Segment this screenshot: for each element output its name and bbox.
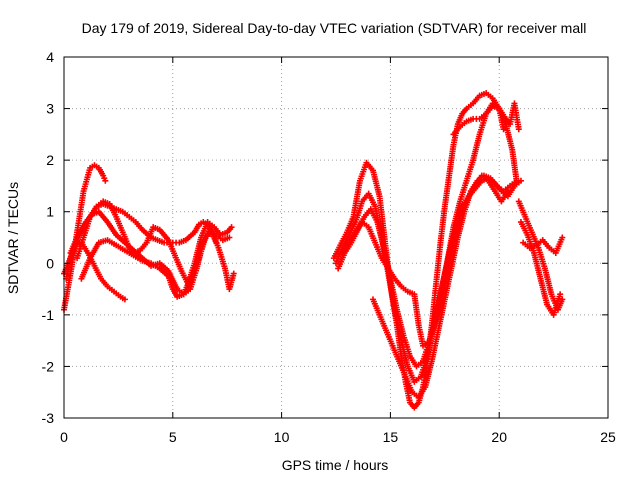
- y-tick-label: -3: [42, 410, 55, 426]
- plot-frame: [63, 56, 609, 419]
- y-tick-label: -2: [42, 358, 55, 374]
- series-arc12: [450, 100, 522, 138]
- data-point: [515, 126, 522, 133]
- series-arc15: [520, 234, 566, 256]
- data-point: [500, 126, 507, 133]
- data-point: [559, 234, 566, 241]
- data-point: [121, 296, 128, 303]
- series-arc6: [78, 229, 237, 300]
- series-arc11: [369, 172, 520, 401]
- data-point: [230, 270, 237, 277]
- y-tick-label: -1: [42, 307, 55, 323]
- x-tick-label: 25: [600, 429, 616, 445]
- y-tick-label: 2: [46, 152, 54, 168]
- data-points: [61, 90, 566, 411]
- series-arc13: [515, 198, 566, 313]
- data-point: [228, 224, 235, 231]
- y-axis-label: SDTVAR / TECUs: [5, 182, 21, 294]
- y-tick-label: 1: [46, 204, 54, 220]
- data-point: [226, 234, 233, 241]
- x-tick-label: 0: [60, 429, 68, 445]
- x-tick-label: 20: [491, 429, 507, 445]
- y-tick-label: 3: [46, 101, 54, 117]
- series-arc14: [517, 219, 564, 318]
- x-axis-label: GPS time / hours: [282, 457, 389, 473]
- chart-title: Day 179 of 2019, Sidereal Day-to-day VTE…: [82, 20, 587, 36]
- x-tick-label: 5: [169, 429, 177, 445]
- y-tick-label: 0: [46, 255, 54, 271]
- x-axis-ticks: 0 5 10 15 20 25: [60, 57, 616, 445]
- data-point: [102, 177, 109, 184]
- y-axis-ticks: -3 -2 -1 0 1 2 3 4: [42, 49, 608, 426]
- data-point: [557, 291, 564, 298]
- y-tick-label: 4: [46, 49, 54, 65]
- x-tick-label: 10: [274, 429, 290, 445]
- data-point: [513, 177, 520, 184]
- x-tick-label: 15: [383, 429, 399, 445]
- series-arc1: [61, 162, 109, 313]
